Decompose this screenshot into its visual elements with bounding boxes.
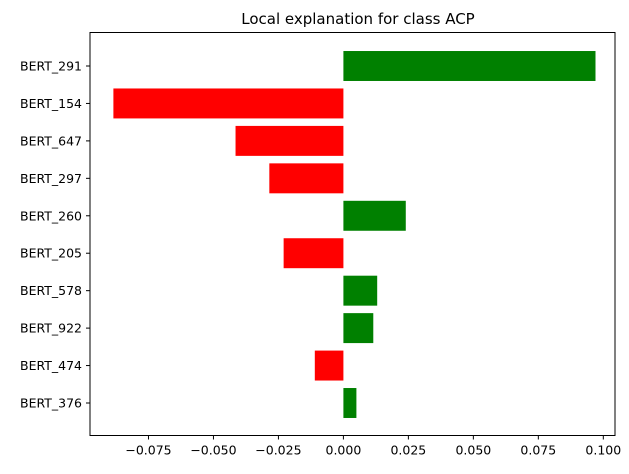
bar-bert-205 (283, 238, 344, 269)
bars-layer (113, 51, 596, 418)
y-tick-label: BERT_297 (20, 171, 82, 186)
x-tick-label: 0.100 (585, 443, 621, 458)
bar-bert-647 (235, 125, 344, 156)
bar-bert-297 (269, 163, 344, 194)
bar-bert-474 (314, 350, 344, 381)
bar-bert-260 (343, 200, 406, 231)
chart-title: Local explanation for class ACP (241, 10, 474, 28)
y-tick-label: BERT_260 (20, 208, 82, 223)
y-tick-label: BERT_922 (20, 321, 82, 336)
ticks-layer: BERT_291 BERT_154 BERT_647 BERT_297 BERT_260… (20, 59, 621, 458)
y-tick-label: BERT_205 (20, 246, 82, 261)
x-tick-label: 0.075 (520, 443, 556, 458)
x-tick-label: 0.050 (455, 443, 491, 458)
x-tick-label: −0.050 (190, 443, 236, 458)
x-tick-label: 0.025 (390, 443, 426, 458)
bar-bert-291 (343, 51, 596, 81)
bar-bert-578 (343, 275, 378, 306)
bar-bert-922 (343, 313, 374, 344)
x-tick-label: 0.000 (326, 443, 362, 458)
y-tick-label: BERT_154 (20, 96, 82, 111)
bar-bert-376 (343, 388, 357, 418)
x-tick-label: −0.075 (125, 443, 171, 458)
bar-bert-154 (113, 88, 344, 119)
y-tick-label: BERT_578 (20, 283, 82, 298)
x-tick-label: −0.025 (255, 443, 301, 458)
y-tick-label: BERT_291 (20, 59, 82, 74)
y-tick-label: BERT_474 (20, 358, 82, 373)
plot-frame (89, 32, 616, 436)
y-tick-label: BERT_376 (20, 396, 82, 411)
y-tick-label: BERT_647 (20, 133, 82, 148)
